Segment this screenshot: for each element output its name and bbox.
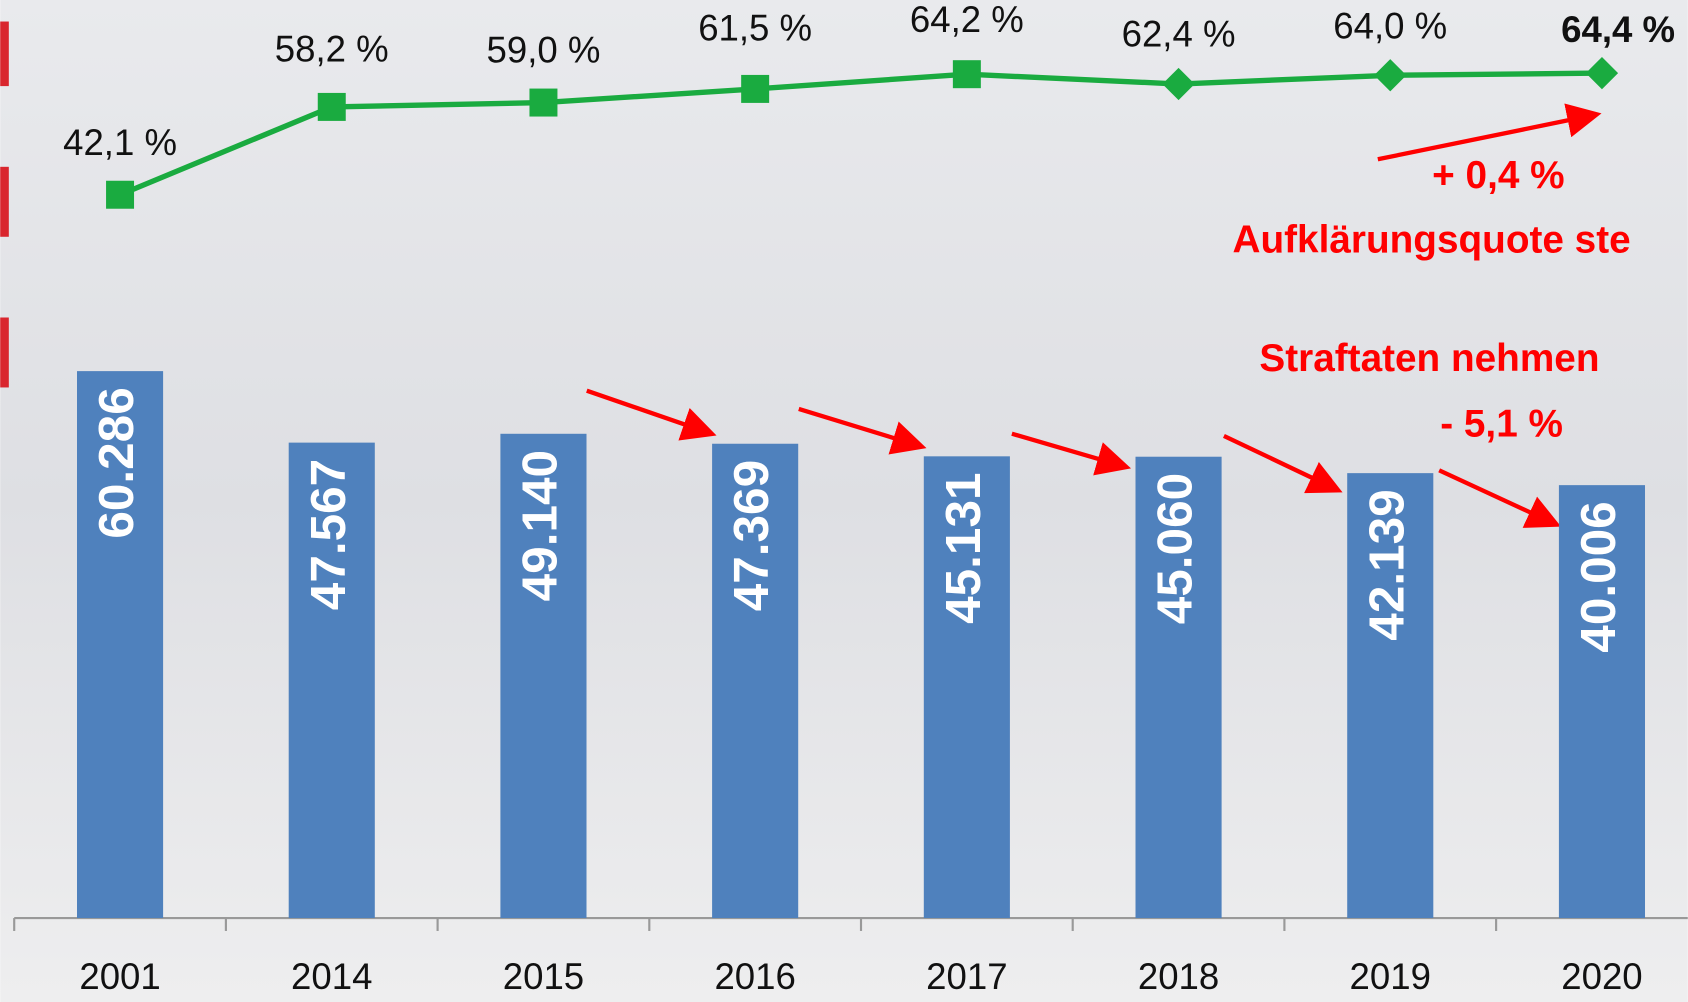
x-tick-label: 2020 <box>1561 956 1642 997</box>
bar <box>500 433 587 919</box>
arrow <box>1011 431 1132 476</box>
line-label: 61,5 % <box>698 7 812 48</box>
x-tick-label: 2018 <box>1138 956 1219 997</box>
annotation: + 0,4 % <box>1432 154 1564 197</box>
bar <box>1347 473 1434 919</box>
bar-label: 45.060 <box>1148 473 1203 624</box>
line-marker <box>1585 56 1619 90</box>
x-tick-label: 2001 <box>79 956 160 997</box>
line-marker <box>317 92 346 121</box>
x-tick-label: 2019 <box>1350 956 1431 997</box>
bar-label: 47.567 <box>301 459 356 610</box>
annotation: - 5,1 % <box>1440 402 1563 445</box>
x-tick-label: 2017 <box>926 956 1007 997</box>
arrow <box>1377 103 1602 162</box>
side-accent <box>0 21 9 87</box>
x-tick-label: 2014 <box>291 956 372 997</box>
x-tick-label: 2016 <box>714 956 795 997</box>
line-label: 64,2 % <box>910 0 1024 40</box>
line-label: 58,2 % <box>275 29 389 70</box>
annotation: Straftaten nehmen <box>1259 337 1599 380</box>
line-label: 64,4 % <box>1561 9 1675 50</box>
bar-label: 42.139 <box>1359 489 1414 640</box>
x-tick-label: 2015 <box>503 956 584 997</box>
bar <box>288 442 375 919</box>
line-marker <box>106 180 135 209</box>
bar <box>1558 485 1646 919</box>
arrow <box>586 388 717 441</box>
side-accent <box>0 166 9 237</box>
bar <box>923 456 1010 919</box>
arrow <box>1222 433 1343 494</box>
line-label: 59,0 % <box>487 30 601 71</box>
bar-label: 40.006 <box>1571 501 1626 652</box>
arrow <box>1438 468 1562 528</box>
bar <box>712 443 799 919</box>
line <box>119 70 1602 198</box>
arrow <box>798 406 927 455</box>
line-marker <box>741 74 770 103</box>
bar-label: 45.131 <box>936 472 991 623</box>
line-marker <box>1162 67 1195 101</box>
line-label: 42,1 % <box>63 122 177 163</box>
annotation: Aufklärungsquote ste <box>1233 218 1631 261</box>
bar <box>1135 456 1222 919</box>
bar <box>77 371 164 919</box>
bar-label: 60.286 <box>89 387 144 538</box>
line-marker <box>529 88 558 117</box>
side-accent <box>0 317 9 388</box>
line-label: 62,4 % <box>1122 13 1236 54</box>
bar-label: 47.369 <box>724 460 779 611</box>
bar-label: 49.140 <box>513 450 568 601</box>
arrows <box>586 103 1602 528</box>
line-marker <box>952 60 981 89</box>
line-label: 64,0 % <box>1333 6 1447 47</box>
